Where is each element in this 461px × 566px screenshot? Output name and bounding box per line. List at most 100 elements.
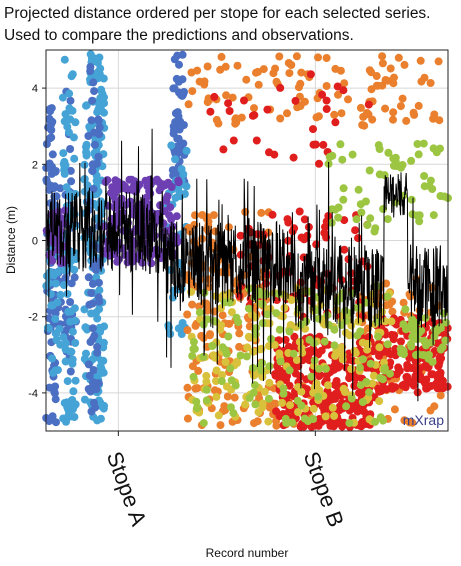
scatter-point — [202, 385, 211, 394]
scatter-point — [263, 105, 272, 114]
scatter-point — [397, 163, 405, 172]
scatter-point — [96, 94, 105, 102]
scatter-point — [188, 300, 197, 309]
scatter-point — [182, 182, 191, 191]
scatter-point — [84, 132, 93, 140]
scatter-point — [347, 394, 356, 403]
scatter-point — [300, 215, 309, 224]
scatter-point — [258, 403, 267, 412]
scatter-point — [226, 403, 235, 412]
scatter-point — [365, 388, 373, 397]
scatter-point — [240, 96, 248, 105]
scatter-point — [182, 146, 191, 155]
scatter-point — [250, 104, 258, 113]
scatter-point — [212, 392, 221, 401]
scatter-point — [264, 394, 273, 403]
scatter-point — [175, 60, 183, 69]
scatter-point — [51, 167, 60, 175]
scatter-point — [352, 215, 361, 224]
scatter-point — [374, 81, 383, 90]
scatter-point — [278, 398, 287, 407]
scatter-point — [396, 102, 405, 111]
scatter-point — [166, 203, 175, 212]
scatter-point — [65, 189, 74, 198]
scatter-point — [56, 290, 65, 299]
scatter-point — [330, 110, 339, 119]
scatter-point — [225, 298, 234, 307]
scatter-point — [89, 366, 98, 374]
scatter-point — [65, 89, 74, 98]
scatter-point — [155, 178, 164, 187]
scatter-point — [219, 145, 228, 154]
scatter-point — [275, 325, 284, 334]
scatter-point — [203, 98, 212, 107]
scatter-point — [99, 74, 108, 83]
scatter-point — [217, 377, 226, 386]
scatter-point — [66, 298, 75, 306]
scatter-point — [177, 121, 186, 130]
scatter-point — [191, 211, 199, 220]
scatter-point — [88, 279, 97, 288]
scatter-point — [61, 273, 70, 282]
scatter-point — [276, 357, 285, 366]
scatter-point — [283, 109, 291, 118]
x-axis-title: Record number — [206, 546, 289, 560]
scatter-point — [48, 412, 57, 421]
scatter-point — [264, 417, 273, 426]
scatter-point — [93, 68, 102, 77]
scatter-point — [227, 376, 236, 385]
scatter-point — [330, 341, 339, 350]
scatter-point — [324, 320, 333, 329]
scatter-point — [63, 377, 72, 386]
scatter-point — [194, 366, 203, 375]
scatter-point — [275, 374, 284, 382]
scatter-point — [258, 319, 267, 328]
scatter-point — [85, 371, 94, 380]
scatter-point — [334, 213, 343, 222]
scatter-point — [322, 96, 331, 105]
scatter-point — [46, 290, 55, 299]
scatter-point — [221, 358, 230, 367]
scatter-point — [199, 419, 208, 428]
caption-line-2: Used to compare the predictions and obse… — [4, 27, 354, 44]
scatter-point — [59, 333, 68, 342]
scatter-point — [429, 144, 438, 153]
scatter-point — [387, 317, 396, 326]
scatter-point — [399, 298, 408, 307]
scatter-point — [60, 161, 69, 170]
scatter-point — [68, 355, 77, 364]
scatter-point — [60, 55, 69, 64]
scatter-point — [172, 74, 181, 83]
scatter-point — [218, 371, 227, 379]
scatter-point — [222, 382, 231, 391]
y-tick-label: -2 — [28, 312, 38, 324]
scatter-point — [241, 400, 250, 409]
scatter-point — [244, 304, 253, 313]
scatter-point — [316, 370, 325, 379]
scatter-point — [400, 60, 409, 69]
scatter-point — [87, 116, 96, 125]
scatter-point — [366, 359, 375, 368]
scatter-point — [189, 372, 198, 381]
scatter-point — [320, 337, 329, 346]
scatter-point — [429, 211, 438, 220]
scatter-point — [340, 216, 349, 225]
scatter-point — [90, 87, 99, 96]
scatter-point — [237, 113, 246, 122]
scatter-point — [81, 323, 90, 332]
scatter-point — [428, 370, 437, 379]
scatter-point — [199, 352, 208, 361]
scatter-point — [89, 378, 98, 387]
scatter-point — [363, 221, 372, 229]
scatter-point — [170, 55, 179, 64]
scatter-point — [355, 388, 363, 397]
scatter-point — [378, 52, 387, 61]
scatter-point — [183, 414, 192, 423]
scatter-point — [272, 77, 281, 86]
y-tick-label: 4 — [32, 83, 38, 95]
scatter-point — [414, 150, 423, 159]
scatter-point — [203, 315, 212, 324]
scatter-point — [210, 386, 219, 395]
scatter-point — [97, 86, 106, 95]
